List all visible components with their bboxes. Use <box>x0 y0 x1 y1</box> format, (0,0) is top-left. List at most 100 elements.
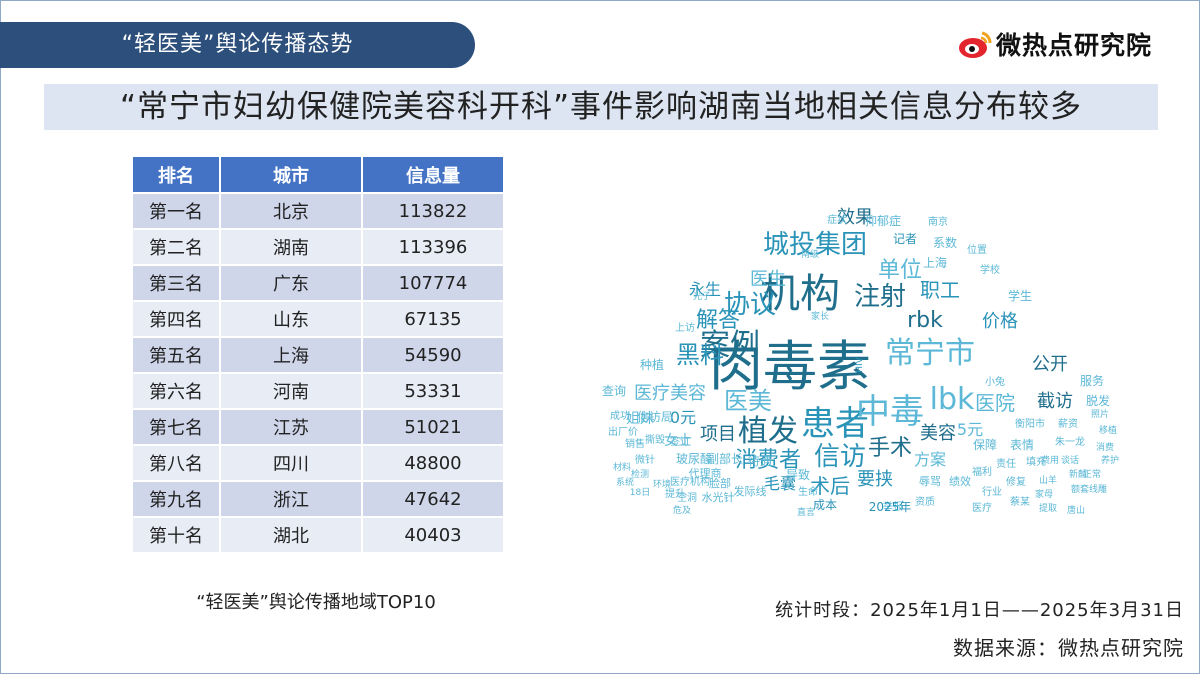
rank-cell: 第七名 <box>131 408 221 446</box>
word-cloud-term: 销售 <box>625 437 645 450</box>
city-cell: 四川 <box>219 444 363 482</box>
word-cloud-term: 水光针 <box>702 490 735 504</box>
word-cloud-term: 费用 <box>1041 454 1059 466</box>
table-row: 第二名 湖南 113396 <box>131 228 505 266</box>
word-cloud-term: 效果 <box>837 207 873 228</box>
word-cloud-term: 提取 <box>1039 503 1057 514</box>
word-cloud-term: 成功 <box>610 410 630 422</box>
word-cloud-term: 18日 <box>630 487 650 498</box>
word-cloud-term: 谈话 <box>1061 454 1079 466</box>
city-cell: 江苏 <box>219 408 363 446</box>
word-cloud-term: 症状 <box>827 213 847 226</box>
brand-logo: 微热点研究院 <box>958 26 1188 66</box>
data-source: 数据来源：微热点研究院 <box>953 636 1184 660</box>
word-cloud-term: 正常 <box>1083 468 1101 480</box>
word-cloud-term: 肉毒素 <box>709 335 871 398</box>
word-cloud-term: 检测 <box>631 468 649 480</box>
word-cloud-term: 蔡某 <box>1010 495 1030 508</box>
word-cloud-term: 城投集团 <box>763 230 867 260</box>
section-tag: “轻医美”舆论传播态势 <box>0 22 475 68</box>
word-cloud-term: 协议 <box>724 290 776 320</box>
word-cloud-term: 保障 <box>973 437 997 452</box>
word-cloud-term: 植发 <box>738 414 798 449</box>
word-cloud-term: 修复 <box>1006 475 1026 488</box>
city-cell: 河南 <box>219 372 363 410</box>
word-cloud-term: 朱一龙 <box>1055 435 1085 448</box>
word-cloud-term: 脸部 <box>709 476 731 490</box>
region-ranking-table: 排名 城市 信息量 第一名 北京 113822 第二名 湖南 113396 第三… <box>131 155 505 554</box>
city-cell: 北京 <box>219 192 363 230</box>
word-cloud-term: 患者 <box>801 404 869 444</box>
word-cloud-term: 方案 <box>914 450 946 469</box>
rank-cell: 第三名 <box>131 264 221 302</box>
volume-cell: 54590 <box>361 336 505 374</box>
word-cloud-term: 成本 <box>813 498 837 512</box>
word-cloud-term: 截访 <box>1037 391 1073 412</box>
volume-cell: 53331 <box>361 372 505 410</box>
word-cloud-term: 医美 <box>724 387 772 415</box>
rank-cell: 第十名 <box>131 516 221 554</box>
word-cloud-term: 代理商 <box>689 466 722 480</box>
column-header-city: 城市 <box>219 155 363 194</box>
word-cloud-term: 小兔 <box>985 375 1005 388</box>
word-cloud-term: 移植 <box>1099 424 1117 436</box>
word-cloud-term: 5元 <box>957 420 983 439</box>
word-cloud-term: 提升 <box>665 488 685 500</box>
word-cloud-term: 绩效 <box>949 474 971 488</box>
word-cloud-term: 生命 <box>798 485 818 498</box>
logo-text: 微热点研究院 <box>996 31 1153 60</box>
table-caption: “轻医美”舆论传播地域TOP10 <box>196 592 436 613</box>
word-cloud-term: 责任 <box>996 457 1016 470</box>
rank-cell: 第六名 <box>131 372 221 410</box>
word-cloud-term: 0元 <box>670 408 696 427</box>
word-cloud-term: 消费 <box>1096 441 1114 453</box>
word-cloud-term: 位置 <box>967 243 987 256</box>
table-row: 第七名 江苏 51021 <box>131 408 505 446</box>
volume-cell: 107774 <box>361 264 505 302</box>
volume-cell: 113822 <box>361 192 505 230</box>
word-cloud-term: 要挟 <box>857 469 893 490</box>
word-cloud-term: HIV <box>855 356 865 372</box>
word-cloud-term: 常宁市 <box>885 336 975 371</box>
volume-cell: 113396 <box>361 228 505 266</box>
rank-cell: 第八名 <box>131 444 221 482</box>
word-cloud-term: 职工 <box>920 278 960 302</box>
word-cloud-term: 家母 <box>1035 488 1053 500</box>
word-cloud-term: 信访局 <box>637 410 673 424</box>
word-cloud-term: 中毒 <box>856 392 924 432</box>
word-cloud-term: 单位 <box>878 258 922 283</box>
word-cloud-term: 价格 <box>982 311 1018 332</box>
word-cloud-term: 查询 <box>602 384 626 398</box>
word-cloud-term: 新麟 <box>1069 468 1087 480</box>
word-cloud-term: 女士 <box>664 432 692 449</box>
word-cloud-term: 撕毁 <box>645 433 665 446</box>
word-cloud-term: 衡阳市 <box>1015 417 1045 430</box>
table-row: 第十名 湖北 40403 <box>131 516 505 554</box>
word-cloud-term: 危及 <box>673 504 691 516</box>
page-title: “常宁市妇幼保健院美容科开科”事件影响湖南当地相关信息分布较多 <box>44 84 1158 130</box>
word-cloud-term: 直言 <box>797 506 815 518</box>
word-cloud-term: 微针 <box>635 453 655 466</box>
word-cloud-term: 南级 <box>801 248 819 260</box>
word-cloud-term: 福利 <box>972 465 992 478</box>
word-cloud-term: 南京 <box>928 215 948 228</box>
volume-cell: 51021 <box>361 408 505 446</box>
rank-cell: 第一名 <box>131 192 221 230</box>
word-cloud-term: 项目 <box>700 424 736 445</box>
word-cloud-term: 2025年 <box>869 500 912 514</box>
word-cloud: 肉毒素 机构 患者 中毒 案例 植发 常宁市 lbk 城投集团 协议 注射 黑料 解答 消费者 信访 医美 rb… <box>600 195 1140 535</box>
word-cloud-term: 山羊 <box>1039 474 1057 486</box>
word-cloud-term: 医院 <box>975 391 1015 415</box>
word-cloud-term: 上访 <box>675 322 695 334</box>
word-cloud-term: 脱发 <box>1086 393 1110 408</box>
word-cloud-term: 材料 <box>613 461 631 473</box>
word-cloud-term: 待遇 <box>748 454 772 468</box>
word-cloud-term: 服务 <box>1080 373 1104 388</box>
city-cell: 湖南 <box>219 228 363 266</box>
city-cell: 山东 <box>219 300 363 338</box>
column-header-rank: 排名 <box>131 155 221 194</box>
word-cloud-term: 姐妹 <box>626 411 654 427</box>
rank-cell: 第二名 <box>131 228 221 266</box>
word-cloud-term: 医疗美容 <box>634 383 706 404</box>
city-cell: 湖北 <box>219 516 363 554</box>
